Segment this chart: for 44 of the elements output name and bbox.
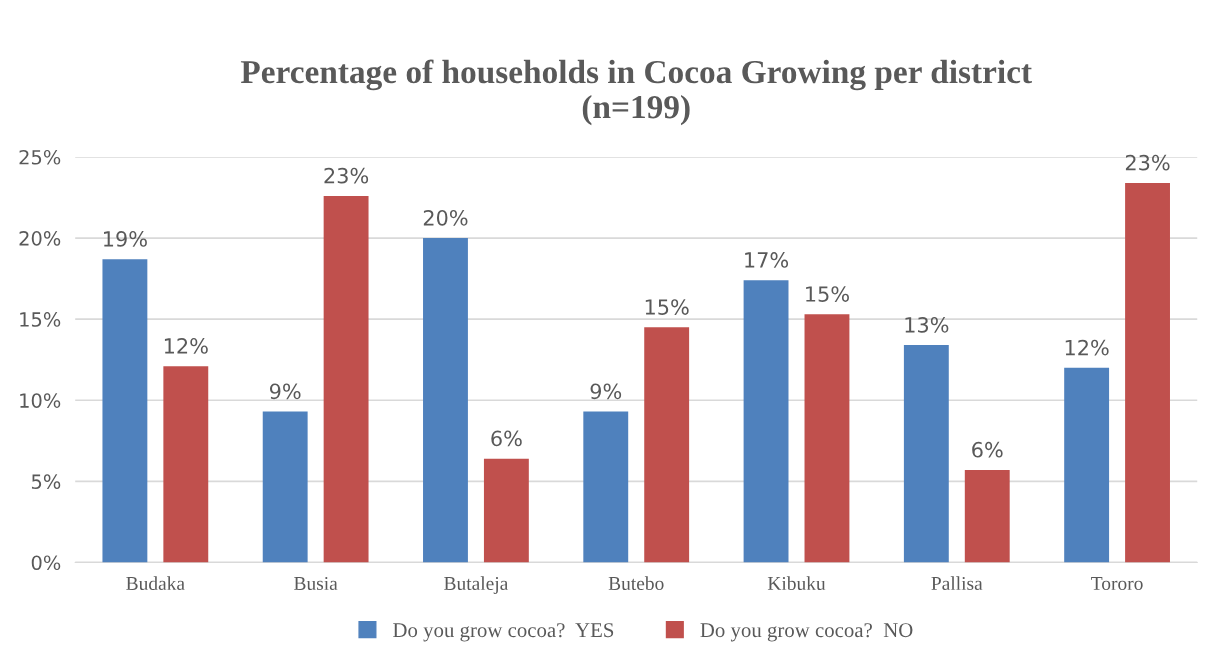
chart-title: Percentage of households in Cocoa Growing per district (n=199) (240, 59, 1032, 126)
bar (1064, 367, 1110, 563)
data-label: 20% (423, 209, 468, 226)
data-label: 15% (645, 299, 689, 315)
y-tick-label: 25% (19, 149, 61, 165)
data-label: 12% (164, 338, 208, 354)
x-tick-label: Pallisa (931, 576, 983, 591)
data-label: 23% (1125, 154, 1170, 171)
x-tick-label: Kibuku (767, 576, 826, 591)
data-label: 9% (269, 383, 301, 400)
y-tick-label: 15% (20, 312, 61, 327)
data-label: 6% (972, 441, 1003, 458)
data-label: 15% (806, 286, 849, 302)
bar (423, 238, 468, 563)
y-tick-label: 20% (19, 231, 61, 246)
bar (262, 411, 308, 563)
legend-label: Do you grow cocoa? YES (393, 623, 614, 642)
legend-label: Do you grow cocoa? NO (700, 623, 913, 642)
y-tick-label: 10% (20, 393, 61, 408)
x-tick-label: Budaka (126, 576, 185, 591)
bar (743, 280, 789, 563)
bar (1125, 182, 1170, 563)
x-tick-label: Butaleja (444, 576, 509, 594)
bar (102, 259, 148, 563)
data-label: 17% (745, 252, 789, 268)
x-tick-label: Busia (294, 576, 338, 591)
data-label: 19% (104, 231, 147, 247)
y-tick-label: 5% (31, 474, 61, 490)
bar (903, 345, 949, 563)
bar (323, 195, 369, 563)
bar (583, 411, 629, 563)
data-label: 13% (905, 316, 949, 333)
data-label: 23% (324, 167, 369, 184)
data-label: 6% (491, 430, 522, 447)
data-label: 9% (590, 383, 622, 400)
y-tick-label: 0% (31, 555, 61, 571)
bar (163, 366, 209, 563)
x-tick-label: Butebo (608, 576, 664, 591)
bar (483, 458, 529, 563)
bar (964, 469, 1010, 563)
x-tick-label: Tororo (1091, 577, 1143, 591)
data-label: 12% (1065, 339, 1109, 356)
bar (804, 314, 850, 563)
bar (644, 327, 690, 563)
